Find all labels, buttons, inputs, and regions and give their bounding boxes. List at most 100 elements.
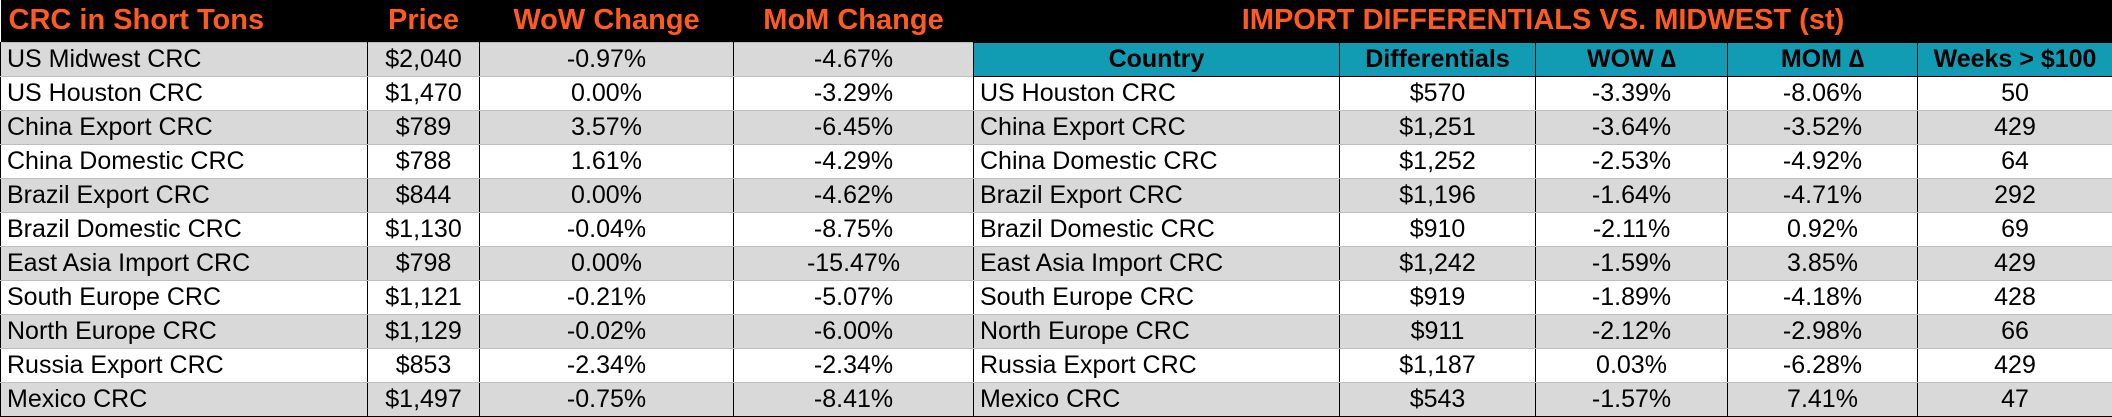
value-cell: $788 [367,143,480,179]
table-row: Brazil Domestic CRC $910 -2.11% 0.92% 69 [973,211,2112,247]
table-row: North Europe CRC $911 -2.12% -2.98% 66 [973,313,2112,349]
row-label-cell: China Export CRC [0,109,368,145]
row-label-cell: China Domestic CRC [973,143,1340,179]
value-cell: 429 [1916,109,2112,145]
value-cell: 64 [1916,143,2112,179]
value-cell: -1.64% [1535,177,1728,213]
value-cell: -3.29% [733,75,974,111]
row-label-cell: Brazil Domestic CRC [973,211,1340,247]
value-cell: -4.18% [1727,279,1918,315]
value-cell: $910 [1339,211,1536,247]
row-label-cell: China Export CRC [973,109,1340,145]
table-row: Brazil Export CRC $844 0.00% -4.62% [0,177,974,213]
value-cell: $1,129 [367,313,480,349]
row-label-cell: South Europe CRC [973,279,1340,315]
mom-delta-header: MOM ∆ [1727,41,1918,77]
value-cell: -6.00% [733,313,974,349]
value-cell: 3.57% [479,109,734,145]
value-cell: -4.67% [733,41,974,77]
value-cell: -0.75% [479,381,734,417]
table-row: China Domestic CRC $1,252 -2.53% -4.92% 64 [973,143,2112,179]
table-row: US Houston CRC $1,470 0.00% -3.29% [0,75,974,111]
value-cell: $570 [1339,75,1536,111]
table-row: China Export CRC $1,251 -3.64% -3.52% 429 [973,109,2112,145]
value-cell: 0.92% [1727,211,1918,247]
row-label-cell: Brazil Domestic CRC [0,211,368,247]
value-cell: $543 [1339,381,1536,417]
value-cell: 69 [1916,211,2112,247]
value-cell: 0.03% [1535,347,1728,383]
value-cell: $1,497 [367,381,480,417]
row-label-cell: North Europe CRC [0,313,368,349]
value-cell: 47 [1916,381,2112,417]
value-cell: 428 [1916,279,2112,315]
table-row: Brazil Export CRC $1,196 -1.64% -4.71% 292 [973,177,2112,213]
value-cell: -1.59% [1535,245,1728,281]
crc-prices-table: CRC in Short Tons Price WoW Change MoM C… [0,0,974,417]
table-row: East Asia Import CRC $798 0.00% -15.47% [0,245,974,281]
value-cell: -0.97% [479,41,734,77]
weeks-over-100-header: Weeks > $100 [1916,41,2112,77]
value-cell: $1,470 [367,75,480,111]
value-cell: $2,040 [367,41,480,77]
row-label-cell: Russia Export CRC [973,347,1340,383]
differentials-header: Differentials [1339,41,1536,77]
crc-in-short-tons-header: CRC in Short Tons [8,4,265,37]
table-row: Russia Export CRC $1,187 0.03% -6.28% 429 [973,347,2112,383]
value-cell: -2.12% [1535,313,1728,349]
value-cell: $1,242 [1339,245,1536,281]
value-cell: -6.28% [1727,347,1918,383]
row-label-cell: Brazil Export CRC [973,177,1340,213]
value-cell: -3.64% [1535,109,1728,145]
row-label-cell: US Houston CRC [973,75,1340,111]
row-label-cell: East Asia Import CRC [973,245,1340,281]
table-row: East Asia Import CRC $1,242 -1.59% 3.85% 429 [973,245,2112,281]
value-cell: -0.02% [479,313,734,349]
value-cell: -3.39% [1535,75,1728,111]
value-cell: -4.92% [1727,143,1918,179]
row-label-cell: Brazil Export CRC [0,177,368,213]
table-row: China Export CRC $789 3.57% -6.45% [0,109,974,145]
value-cell: -1.57% [1535,381,1728,417]
value-cell: $1,187 [1339,347,1536,383]
value-cell: $1,130 [367,211,480,247]
row-label-cell: Mexico CRC [973,381,1340,417]
value-cell: -4.62% [733,177,974,213]
value-cell: 66 [1916,313,2112,349]
value-cell: 1.61% [479,143,734,179]
wow-delta-header: WOW ∆ [1535,41,1728,77]
value-cell: 0.00% [479,75,734,111]
value-cell: -6.45% [733,109,974,145]
value-cell: -8.41% [733,381,974,417]
table-row: Russia Export CRC $853 -2.34% -2.34% [0,347,974,383]
mom-change-header: MoM Change [763,4,944,37]
value-cell: $919 [1339,279,1536,315]
row-label-cell: South Europe CRC [0,279,368,315]
value-cell: 429 [1916,245,2112,281]
value-cell: -2.11% [1535,211,1728,247]
row-label-cell: East Asia Import CRC [0,245,368,281]
table-row: US Houston CRC $570 -3.39% -8.06% 50 [973,75,2112,111]
value-cell: -2.53% [1535,143,1728,179]
crc-prices-header-row: CRC in Short Tons Price WoW Change MoM C… [0,0,974,42]
table-row: North Europe CRC $1,129 -0.02% -6.00% [0,313,974,349]
value-cell: $798 [367,245,480,281]
country-header: Country [973,41,1340,77]
value-cell: -5.07% [733,279,974,315]
row-label-cell: Russia Export CRC [0,347,368,383]
value-cell: $1,121 [367,279,480,315]
value-cell: $853 [367,347,480,383]
value-cell: -4.29% [733,143,974,179]
table-row: Mexico CRC $543 -1.57% 7.41% 47 [973,381,2112,417]
value-cell: 429 [1916,347,2112,383]
value-cell: -0.21% [479,279,734,315]
table-row: South Europe CRC $1,121 -0.21% -5.07% [0,279,974,315]
import-differentials-table: IMPORT DIFFERENTIALS VS. MIDWEST (st) Co… [973,0,2112,417]
value-cell: $1,196 [1339,177,1536,213]
value-cell: 0.00% [479,177,734,213]
value-cell: 7.41% [1727,381,1918,417]
row-label-cell: US Houston CRC [0,75,368,111]
table-row: Brazil Domestic CRC $1,130 -0.04% -8.75% [0,211,974,247]
value-cell: 0.00% [479,245,734,281]
import-differentials-title: IMPORT DIFFERENTIALS VS. MIDWEST (st) [1241,4,1845,37]
